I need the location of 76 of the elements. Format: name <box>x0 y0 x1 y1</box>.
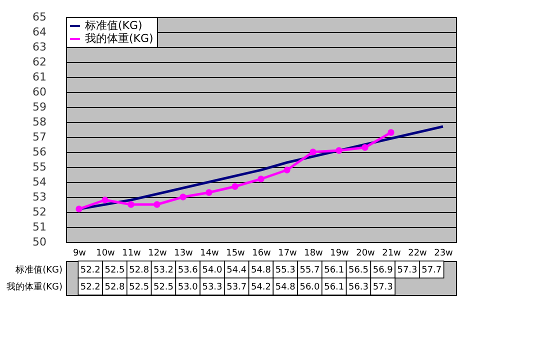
data-label: 52.2 <box>80 282 100 292</box>
data-label: 52.2 <box>80 266 100 276</box>
data-label: 54.4 <box>226 266 247 276</box>
y-tick-label: 61 <box>32 70 46 84</box>
y-tick-label: 63 <box>32 40 46 54</box>
text: 标准值(KG) <box>16 266 62 276</box>
point <box>362 144 368 151</box>
point <box>336 147 342 154</box>
data-label: 55.3 <box>275 266 296 276</box>
point <box>258 176 264 182</box>
point <box>310 148 316 156</box>
data-label: 54.2 <box>250 282 272 292</box>
y-tick-label: 59 <box>32 100 46 114</box>
data-label: 56.3 <box>348 282 369 292</box>
text: 我的体重(KG) <box>6 282 62 292</box>
y-tick-label: 54 <box>32 176 46 188</box>
point <box>102 196 108 204</box>
data-label: 52.5 <box>129 282 150 292</box>
x-tick-label: 12w <box>148 248 167 258</box>
point <box>232 183 238 190</box>
data-label: 55.7 <box>300 266 320 276</box>
data-label: 52.8 <box>129 266 150 276</box>
x-tick-label: 13w <box>174 248 193 258</box>
x-tick-label: 17w <box>278 248 297 258</box>
data-label: 53.0 <box>178 282 198 292</box>
x-tick-label: 20w <box>356 248 375 258</box>
data-label: 57.7 <box>422 266 442 276</box>
data-label: 54.0 <box>202 266 223 276</box>
x-tick-label: 16w <box>252 248 271 258</box>
point <box>128 201 134 208</box>
data-label: 53.2 <box>153 266 174 276</box>
data-label: 57.3 <box>397 266 418 276</box>
data-label: 56.0 <box>300 282 320 292</box>
x-tick-label: 14w <box>200 248 219 258</box>
data-label: 53.6 <box>178 266 198 276</box>
data-label: 57.3 <box>372 282 393 292</box>
x-tick-label: 22w <box>408 248 427 258</box>
data-label: 53.7 <box>226 282 247 292</box>
y-tick-label: 57 <box>32 130 46 144</box>
data-label: 52.8 <box>104 282 126 292</box>
y-tick-label: 55 <box>32 160 46 174</box>
y-tick-label: 56 <box>32 146 46 158</box>
point <box>284 166 290 174</box>
y-tick-label: 58 <box>32 116 46 128</box>
x-tick-label: 15w <box>226 248 245 258</box>
y-tick-label: 52 <box>32 206 46 218</box>
point <box>154 201 160 208</box>
point <box>76 206 82 212</box>
y-tick-label: 65 <box>32 10 46 24</box>
data-label: 54.8 <box>250 266 272 276</box>
x-tick-label: 19w <box>330 248 349 258</box>
point <box>388 129 394 136</box>
data-label: 52.5 <box>153 282 174 292</box>
x-tick-label: 21w <box>382 248 401 258</box>
legend-label: 我的体重(KG) <box>85 32 154 45</box>
y-tick-label: 53 <box>32 190 46 204</box>
data-label: 54.8 <box>275 282 296 292</box>
point <box>206 189 212 196</box>
data-label: 56.9 <box>372 266 394 276</box>
data-label: 53.3 <box>202 282 222 292</box>
data-label: 56.1 <box>324 282 344 292</box>
y-tick-label: 51 <box>32 220 46 234</box>
x-tick-label: 10w <box>96 248 115 258</box>
data-label: 56.5 <box>348 266 369 276</box>
x-tick-label: 23w <box>434 248 453 258</box>
y-tick-label: 62 <box>32 56 46 68</box>
y-tick-label: 60 <box>32 86 46 98</box>
data-label: 56.1 <box>324 266 344 276</box>
x-tick-label: 11w <box>122 248 141 258</box>
x-tick-label: 9w <box>72 248 86 258</box>
x-tick-label: 18w <box>304 248 323 258</box>
data-label: 52.5 <box>104 266 125 276</box>
legend-label: 标准值(KG) <box>84 19 142 32</box>
point <box>180 194 186 200</box>
y-tick-label: 50 <box>32 236 46 248</box>
y-tick-label: 64 <box>32 26 46 38</box>
